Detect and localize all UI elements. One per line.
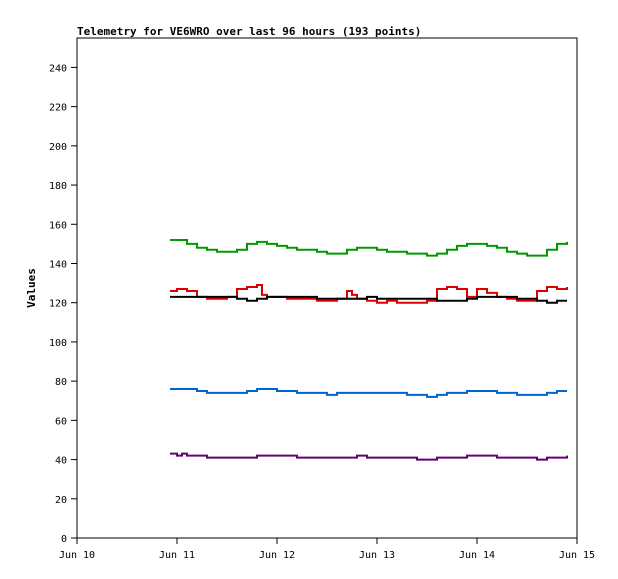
series-line-5 bbox=[170, 452, 568, 461]
y-axis-label: Values bbox=[25, 268, 38, 308]
y-tick-label: 140 bbox=[49, 259, 67, 270]
y-axis: 0 20 40 60 80 100 120 140 160 180 200 220 240 bbox=[49, 63, 77, 545]
y-tick-label: 40 bbox=[55, 456, 67, 467]
chart-title: Telemetry for VE6WRO over last 96 hours … bbox=[77, 25, 421, 38]
plot-area bbox=[76, 37, 578, 539]
series-line-3 bbox=[170, 295, 567, 304]
y-tick-label: 160 bbox=[49, 220, 67, 231]
y-tick-label: 0 bbox=[61, 534, 67, 545]
y-tick-label: 80 bbox=[55, 377, 67, 388]
x-tick-label: Jun 13 bbox=[359, 550, 395, 561]
series-line-1 bbox=[170, 238, 568, 257]
x-axis: Jun 10 Jun 11 Jun 12 Jun 13 Jun 14 Jun 15 bbox=[59, 538, 595, 561]
y-tick-label: 240 bbox=[49, 63, 67, 74]
y-tick-label: 200 bbox=[49, 142, 67, 153]
y-tick-label: 180 bbox=[49, 181, 67, 192]
y-tick-label: 220 bbox=[49, 103, 67, 114]
y-tick-label: 100 bbox=[49, 338, 67, 349]
y-tick-label: 60 bbox=[55, 416, 67, 427]
series-line-4 bbox=[170, 387, 567, 398]
y-tick-label: 120 bbox=[49, 299, 67, 310]
x-tick-label: Jun 15 bbox=[559, 550, 595, 561]
x-tick-label: Jun 11 bbox=[159, 550, 195, 561]
x-tick-label: Jun 12 bbox=[259, 550, 295, 561]
series-lines bbox=[170, 238, 568, 461]
x-tick-label: Jun 10 bbox=[59, 550, 95, 561]
x-tick-label: Jun 14 bbox=[459, 550, 495, 561]
y-tick-label: 20 bbox=[55, 495, 67, 506]
